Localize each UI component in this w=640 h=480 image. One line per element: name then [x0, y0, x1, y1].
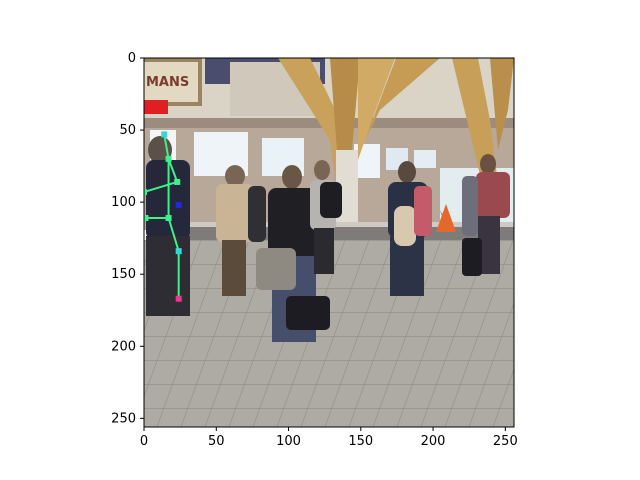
axes-frame [143, 57, 515, 428]
sign-text: MANS [146, 75, 189, 90]
y-tick-label: 250 [111, 411, 136, 426]
pose-joint [175, 202, 182, 209]
y-tick-label: 50 [119, 123, 136, 138]
x-tick-label: 250 [493, 434, 518, 449]
pose-joint [144, 214, 149, 221]
x-tick-label: 50 [208, 434, 225, 449]
pose-skeleton [144, 134, 180, 299]
pose-joint [161, 131, 168, 138]
x-tick-label: 0 [140, 434, 148, 449]
x-tick-label: 150 [348, 434, 373, 449]
pose-bone [163, 134, 170, 160]
x-axis-ticks: 0 50 100 150 200 250 [140, 427, 518, 449]
y-tick-label: 200 [111, 339, 136, 354]
y-tick-label: 150 [111, 267, 136, 282]
y-tick-label: 0 [128, 51, 136, 66]
x-tick-label: 100 [276, 434, 301, 449]
pose-joint [174, 178, 181, 185]
pose-joint [175, 295, 182, 302]
pose-bone [167, 217, 180, 252]
photo-image: MANS [144, 58, 514, 427]
pose-bone [167, 158, 179, 183]
pose-joint [144, 189, 147, 196]
y-tick-label: 100 [111, 195, 136, 210]
pose-joint [175, 248, 182, 255]
pose-joint [165, 155, 172, 162]
pose-joints [144, 131, 182, 302]
pose-bone [144, 181, 178, 194]
pose-joint [165, 214, 172, 221]
x-tick-label: 200 [421, 434, 446, 449]
y-axis-ticks: 0 50 100 150 200 250 [111, 51, 144, 426]
